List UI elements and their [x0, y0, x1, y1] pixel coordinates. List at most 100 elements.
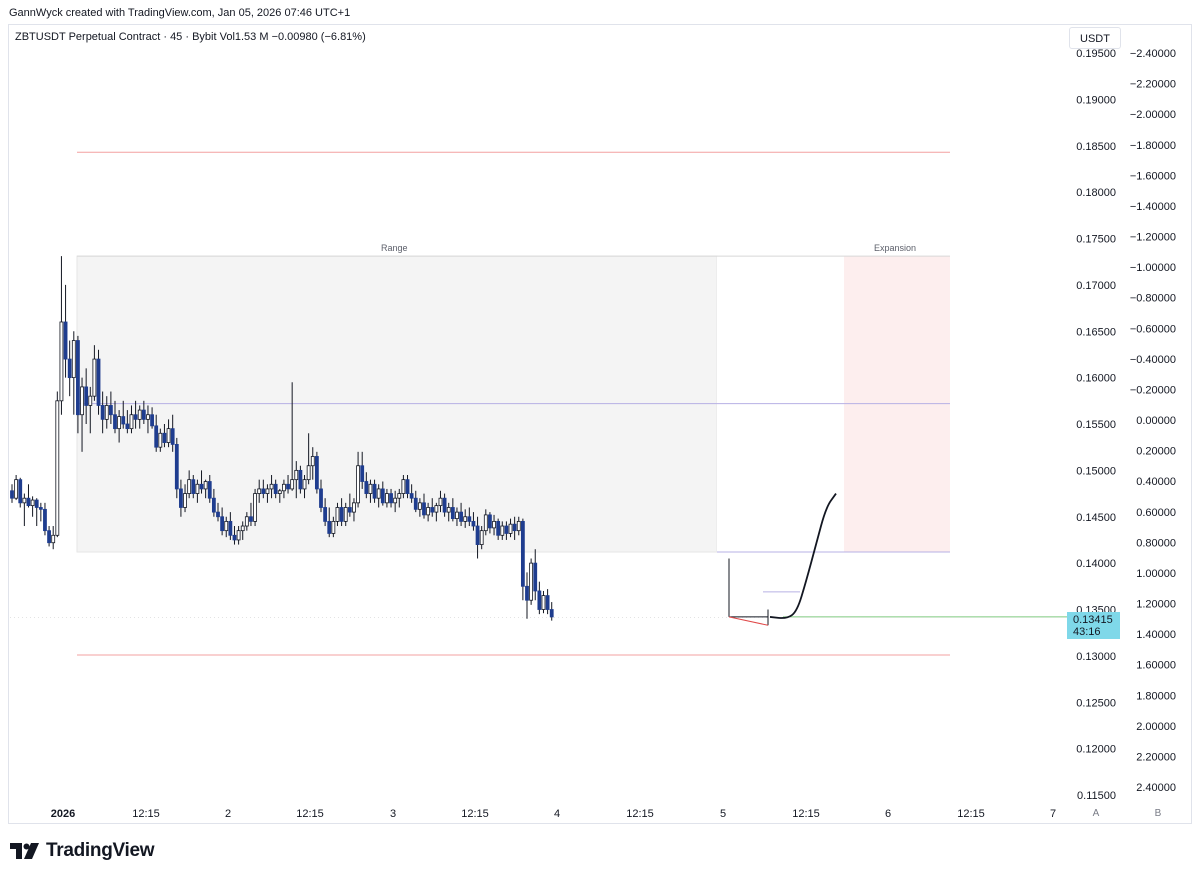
candle [409, 484, 414, 503]
candle [438, 490, 443, 513]
candle-body [405, 479, 410, 494]
candle-body [298, 469, 303, 490]
price-axis-label: 0.16000 [1076, 373, 1116, 385]
candle [525, 572, 529, 619]
candle-body [141, 409, 146, 420]
candle-body [389, 493, 393, 504]
candle [117, 410, 122, 443]
candle-body [282, 483, 286, 492]
candle [368, 479, 373, 503]
candle-body [121, 416, 126, 425]
candle-body [397, 493, 402, 499]
candle [273, 479, 278, 499]
annotations-layer [728, 493, 837, 626]
candle [372, 479, 377, 503]
candle-body [216, 511, 220, 518]
candle [442, 493, 447, 517]
candle [100, 391, 105, 434]
price-axis-label: 0.17500 [1076, 234, 1116, 246]
candle-body [368, 483, 373, 494]
symbol-info: ZBTUSDT Perpetual Contract · 45 · Bybit … [15, 31, 366, 43]
time-axis-label: 2 [225, 808, 231, 820]
candle [430, 498, 435, 517]
candle-body [113, 414, 117, 430]
candle [174, 437, 179, 499]
candle [335, 502, 340, 527]
candle [76, 335, 80, 434]
candle [323, 498, 328, 527]
secondary-axis-label: −1.60000 [1130, 170, 1176, 182]
candle [269, 475, 274, 499]
price-axis-label: 0.13000 [1076, 651, 1116, 663]
candle-body [150, 414, 154, 427]
candle [191, 475, 196, 499]
candle [216, 502, 220, 522]
currency-button[interactable]: USDT [1069, 27, 1121, 49]
time-axis-label: 5 [720, 808, 726, 820]
brand-logo[interactable]: TradingView [10, 840, 155, 862]
candle-body [84, 386, 89, 406]
tradingview-logo-icon [10, 843, 39, 859]
time-axis-label: 4 [554, 808, 560, 820]
candle-body [71, 340, 76, 379]
candle [479, 526, 484, 550]
secondary-axis-label: 0.60000 [1136, 507, 1176, 519]
scale-b-button[interactable]: B [1154, 808, 1162, 819]
candle [360, 451, 365, 489]
candle [302, 475, 307, 499]
candle-body [183, 493, 187, 508]
secondary-axis-label: 0.80000 [1136, 537, 1176, 549]
candle-body [409, 493, 414, 499]
candle-body [356, 465, 360, 504]
time-axis-label: 12:15 [296, 808, 324, 820]
candle-body [179, 488, 183, 508]
candle-body [26, 497, 31, 507]
candle-body [455, 511, 459, 520]
candle-body [471, 520, 476, 527]
candle-body [228, 520, 233, 536]
price-axis-label: 0.15000 [1076, 465, 1116, 477]
candle [277, 488, 282, 503]
secondary-axis-label: 2.00000 [1136, 721, 1176, 733]
candle [203, 479, 208, 499]
candle [310, 447, 315, 480]
candle-body [10, 490, 14, 499]
candle-body [545, 595, 550, 610]
candle [282, 479, 286, 499]
time-axis-label: 3 [390, 808, 396, 820]
price-axis-label: 0.17000 [1076, 280, 1116, 292]
candle [446, 502, 451, 522]
candle-body [347, 507, 352, 513]
scale-a-button[interactable]: A [1092, 808, 1100, 819]
candle [261, 479, 266, 499]
candle-body [467, 516, 472, 522]
axes-layer: 0.19500 0.19000 0.18500 0.18000 0.17500 0.170… [51, 48, 1176, 820]
candle-body [22, 497, 27, 504]
price-axis-label: 0.18000 [1076, 187, 1116, 199]
candle [170, 414, 175, 452]
red-trendline [728, 616, 769, 626]
candle [10, 484, 14, 503]
candle [228, 512, 233, 540]
candle-body [417, 502, 422, 510]
candle [314, 451, 319, 494]
secondary-axis-label: −0.40000 [1130, 354, 1176, 366]
candle-body [195, 483, 200, 494]
candle [319, 479, 323, 513]
candle [14, 475, 19, 501]
candle [393, 490, 398, 513]
candle-body [236, 530, 241, 541]
candle-body [520, 520, 525, 587]
candle-body [154, 425, 159, 448]
price-axis-label: 0.16500 [1076, 326, 1116, 338]
candle-body [492, 520, 496, 529]
candle-body [261, 488, 266, 494]
secondary-axis-label: 2.20000 [1136, 751, 1176, 763]
candle [133, 400, 138, 429]
candle [80, 377, 84, 452]
candle [92, 345, 97, 401]
candle-body [306, 465, 311, 481]
candle-body [249, 516, 253, 522]
candle [347, 493, 352, 517]
